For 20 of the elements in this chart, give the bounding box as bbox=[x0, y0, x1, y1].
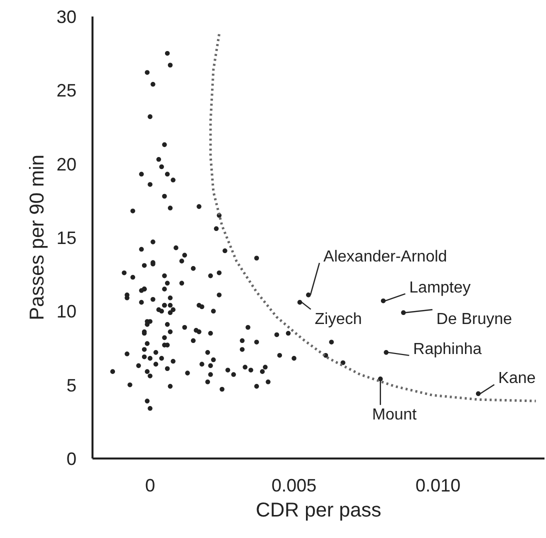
y-axis-title: Passes per 90 min bbox=[26, 154, 48, 320]
y-tick-label: 5 bbox=[66, 375, 77, 396]
x-tick-label: 0 bbox=[145, 476, 156, 496]
y-tick-label: 10 bbox=[56, 302, 77, 322]
y-tick-label: 0 bbox=[66, 449, 77, 469]
annotation: Raphinha bbox=[413, 340, 482, 358]
annotation: Lamptey bbox=[409, 279, 471, 296]
annotation: Alexander-Arnold bbox=[323, 248, 448, 266]
y-tick-label: 30 bbox=[56, 7, 77, 27]
x-tick-label: 0.010 bbox=[415, 476, 461, 496]
annotation: Mount bbox=[372, 406, 418, 424]
annotation: De Bruyne bbox=[436, 311, 512, 328]
annotation: Ziyech bbox=[314, 310, 362, 328]
x-tick-label: 0.005 bbox=[272, 476, 317, 496]
y-tick-label: 20 bbox=[56, 154, 77, 174]
line-series bbox=[209, 32, 538, 402]
x-axis-title: CDR per pass bbox=[256, 500, 382, 522]
annotation: Kane bbox=[498, 370, 536, 388]
y-tick-label: 25 bbox=[56, 80, 77, 101]
y-tick-label: 15 bbox=[56, 228, 77, 248]
